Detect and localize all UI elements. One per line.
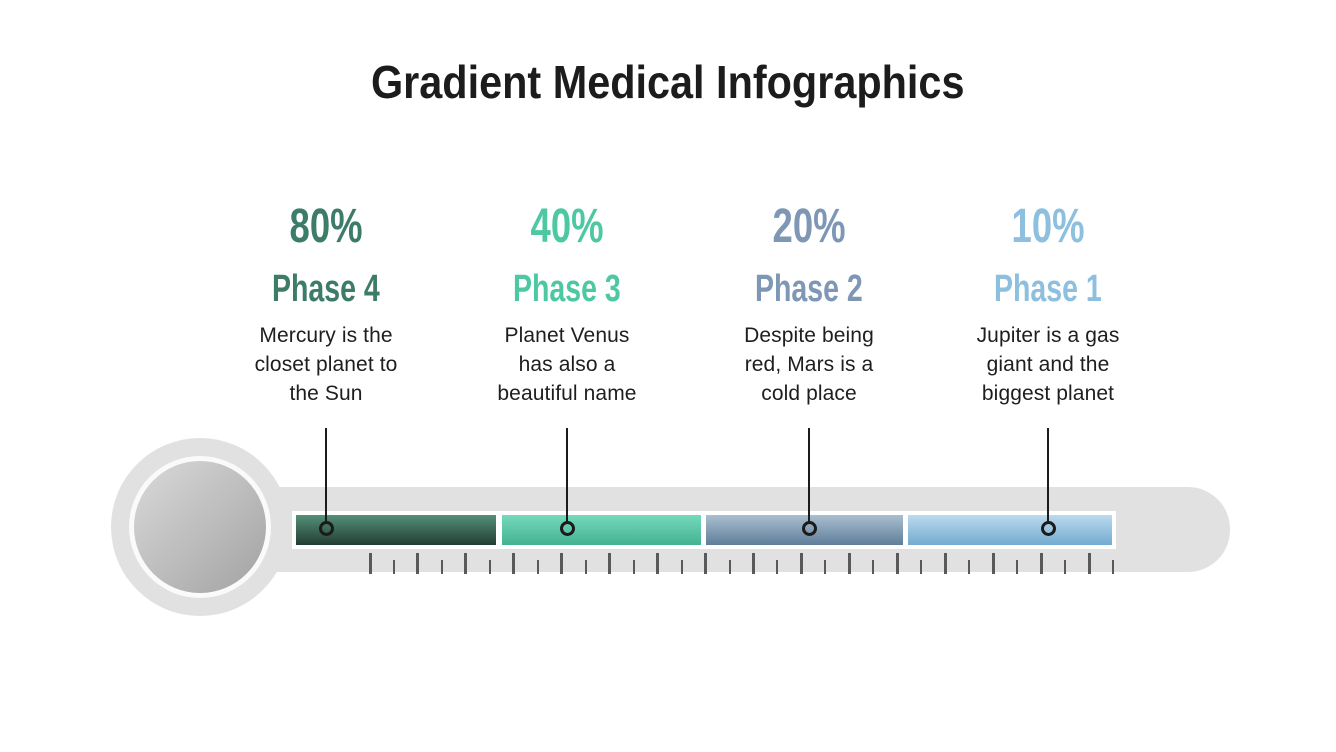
phase-1-description: Jupiter is a gas giant and the biggest p… [976,324,1120,405]
tick-minor [1064,560,1067,574]
tick-minor [1112,560,1114,574]
tick-major [608,553,612,574]
tick-major [656,553,660,574]
phase-2-percent-text: 20% [772,200,846,253]
phase-3-label: Phase 3 [457,270,677,308]
phase-1-percent: 10% [938,203,1158,251]
pointer-line-phase-3 [566,428,568,522]
marker-ring-phase-4 [318,521,334,536]
tick-major [560,553,564,574]
phase-2-label: Phase 2 [699,270,919,308]
marker-ring-phase-3 [559,521,575,536]
thermometer-segment-phase-3 [502,515,701,545]
tick-major [1087,553,1091,574]
tick-major [512,553,516,574]
tick-minor [680,560,683,574]
tick-minor [920,560,923,574]
phase-1-label: Phase 1 [938,270,1158,308]
tick-minor [536,560,539,574]
tick-major [751,553,755,574]
page-title-text: Gradient Medical Infographics [371,56,965,108]
tick-major [368,553,372,574]
tick-minor [1016,560,1019,574]
tick-minor [632,560,635,574]
phase-3-percent-text: 40% [530,200,604,253]
tick-minor [776,560,779,574]
phase-4-description: Mercury is the closet planet to the Sun [254,324,398,405]
marker-ring-phase-2 [801,521,817,536]
phase-3-percent: 40% [457,203,677,251]
tick-major [943,553,947,574]
tick-minor [488,560,491,574]
phase-2-description: Despite being red, Mars is a cold place [744,324,874,405]
tick-minor [392,560,395,574]
pointer-line-phase-1 [1047,428,1049,522]
marker-ring-phase-1 [1040,521,1056,536]
phase-4-label-text: Phase 4 [272,268,380,310]
tick-major [464,553,468,574]
phase-3-label-text: Phase 3 [513,268,621,310]
tick-minor [968,560,971,574]
tick-major [416,553,420,574]
tick-minor [872,560,875,574]
tick-minor [728,560,731,574]
phase-1-label-text: Phase 1 [994,268,1102,310]
phase-4-percent: 80% [216,203,436,251]
phase-4-label: Phase 4 [216,270,436,308]
pointer-line-phase-4 [325,428,327,522]
tick-major [991,553,995,574]
tick-major [895,553,899,574]
tick-major [847,553,851,574]
tick-minor [824,560,827,574]
phase-1-percent-text: 10% [1011,200,1085,253]
phase-3-description: Planet Venus has also a beautiful name [497,324,637,405]
tick-major [799,553,803,574]
tick-major [1039,553,1043,574]
tick-minor [584,560,587,574]
thermometer-bulb-inner [134,461,266,593]
phase-4-percent-text: 80% [289,200,363,253]
page-title: Gradient Medical Infographics [0,56,1336,108]
pointer-line-phase-2 [808,428,810,522]
phase-2-percent: 20% [699,203,919,251]
phase-2-label-text: Phase 2 [755,268,863,310]
tick-major [704,553,708,574]
thermometer-segment-phase-1 [908,515,1112,545]
tick-minor [440,560,443,574]
